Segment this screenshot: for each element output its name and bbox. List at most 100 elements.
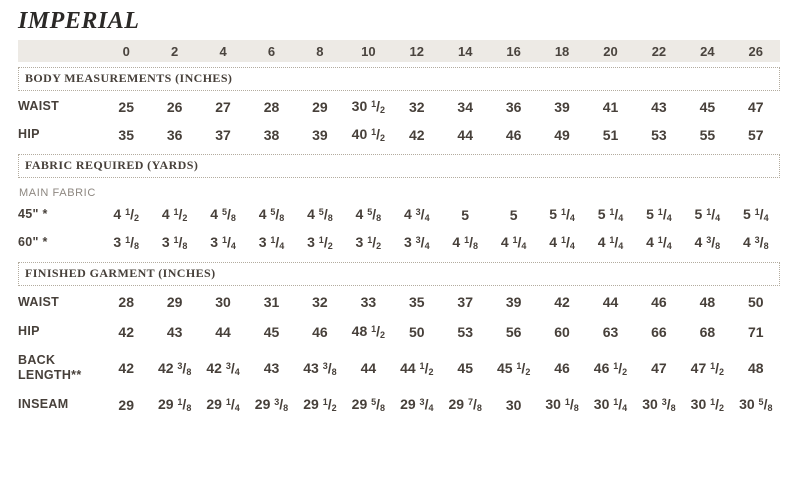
value-cell: 5 1/4 <box>742 206 769 224</box>
value-cell: 4 1/4 <box>500 234 527 252</box>
table-row: BACK LENGTH** 42 42 3/8 42 3/4 43 43 3/8 44 44 … <box>18 347 780 390</box>
value-cell: 29 1/2 <box>303 396 337 414</box>
value-cell: 34 <box>457 98 473 115</box>
value-cell: 42 3/4 <box>206 359 240 377</box>
value-cell: 28 <box>263 98 280 115</box>
value-cell: 35 <box>118 126 134 143</box>
value-cell: 30 <box>505 396 522 413</box>
size-column-label: 18 <box>554 43 570 59</box>
value-cell: 46 <box>505 126 522 143</box>
value-cell: 30 1/2 <box>690 396 725 414</box>
size-header-row: 0 2 4 6 8 10 12 14 16 18 20 22 24 26 <box>18 40 780 63</box>
value-cell: 30 1/4 <box>593 396 628 414</box>
value-cell: 68 <box>699 323 716 340</box>
value-cell: 4 1/4 <box>597 234 624 252</box>
value-cell: 63 <box>602 323 619 340</box>
value-cell: 33 <box>360 294 377 311</box>
value-cell: 44 <box>360 360 377 377</box>
value-cell: 30 5/8 <box>739 396 773 414</box>
value-cell: 43 <box>263 360 280 377</box>
value-cell: 3 1/4 <box>258 234 285 252</box>
value-cell: 30 1/8 <box>545 396 579 414</box>
table-section: BODY MEASUREMENTS (INCHES) WAIST 25 26 27 28 2… <box>18 67 780 149</box>
row-label: 45" * <box>18 207 48 222</box>
table-section: FABRIC REQUIRED (YARDS) MAIN FABRIC 45" * 4… <box>18 154 780 257</box>
value-cell: 30 1/2 <box>351 98 386 116</box>
size-column-label: 20 <box>603 43 618 59</box>
row-label: HIP <box>18 127 40 142</box>
value-cell: 4 5/8 <box>258 206 285 224</box>
size-column-label: 0 <box>122 43 130 59</box>
value-cell: 5 1/4 <box>694 206 721 224</box>
size-column-label: 12 <box>409 43 424 59</box>
value-cell: 51 <box>602 126 619 143</box>
value-cell: 50 <box>408 323 425 340</box>
value-cell: 36 <box>166 126 183 143</box>
value-cell: 4 5/8 <box>307 206 333 224</box>
size-column-label: 14 <box>457 43 473 59</box>
value-cell: 4 5/8 <box>210 206 236 224</box>
value-cell: 39 <box>505 294 522 311</box>
value-cell: 40 1/2 <box>351 126 386 144</box>
value-cell: 4 1/4 <box>549 234 575 252</box>
row-label: 60" * <box>18 235 48 250</box>
table-row: HIP 42 43 44 45 46 48 1/2 50 53 56 60 63 66 68 71 <box>18 317 780 347</box>
value-cell: 71 <box>747 323 764 340</box>
value-cell: 4 3/8 <box>742 234 769 252</box>
section-rows: 45" * 4 1/2 4 1/2 4 5/8 4 5/8 4 5/8 4 5/8 4 3/4… <box>18 201 780 257</box>
value-cell: 37 <box>215 126 231 143</box>
size-column-label: 24 <box>700 43 715 59</box>
table-section: FINISHED GARMENT (INCHES) WAIST 28 29 30 31 32… <box>18 262 780 420</box>
value-cell: 48 <box>747 360 764 377</box>
value-cell: 47 1/2 <box>690 359 725 377</box>
value-cell: 5 <box>461 206 470 223</box>
value-cell: 47 <box>651 360 667 377</box>
size-column-label: 8 <box>316 43 324 59</box>
value-cell: 3 3/4 <box>403 234 430 252</box>
table-row: 60" * 3 1/8 3 1/8 3 1/4 3 1/4 3 1/2 3 1/2 3 3/4… <box>18 229 780 257</box>
section-subheading: MAIN FABRIC <box>19 187 96 200</box>
size-column-label: 6 <box>267 43 276 59</box>
size-column-label: 10 <box>361 43 376 59</box>
value-cell: 45 <box>699 98 716 115</box>
row-label: BACK LENGTH** <box>18 353 82 383</box>
value-cell: 55 <box>699 126 716 143</box>
table-row: HIP 35 36 37 38 39 40 1/2 42 44 46 49 51 53 55 57 <box>18 121 780 149</box>
section-rows: WAIST 28 29 30 31 32 33 35 37 39 42 44 46 48 50 HIP 42 43… <box>18 288 780 420</box>
value-cell: 3 1/2 <box>307 234 333 252</box>
value-cell: 26 <box>166 98 183 115</box>
value-cell: 30 3/8 <box>642 396 676 414</box>
value-cell: 29 3/4 <box>400 396 434 414</box>
table-row: INSEAM 29 29 1/8 29 1/4 29 3/8 29 1/2 29 5/8 29… <box>18 390 780 420</box>
size-column-label: 4 <box>219 43 227 59</box>
value-cell: 43 <box>166 323 183 340</box>
value-cell: 42 <box>554 294 570 311</box>
section-rows: WAIST 25 26 27 28 29 30 1/2 32 34 36 39 41 43 45 47 HIP… <box>18 93 780 149</box>
value-cell: 29 <box>166 294 183 311</box>
value-cell: 53 <box>457 323 473 340</box>
value-cell: 47 <box>747 98 764 115</box>
value-cell: 29 <box>312 98 328 115</box>
table-row: WAIST 28 29 30 31 32 33 35 37 39 42 44 46 48 50 <box>18 288 780 317</box>
value-cell: 3 1/2 <box>355 234 382 252</box>
value-cell: 57 <box>747 126 764 143</box>
page-title: IMPERIAL <box>18 8 140 34</box>
value-cell: 4 3/4 <box>403 206 430 224</box>
value-cell: 42 <box>118 360 134 377</box>
value-cell: 3 1/4 <box>210 234 236 252</box>
value-cell: 37 <box>457 294 473 311</box>
table-row: 45" * 4 1/2 4 1/2 4 5/8 4 5/8 4 5/8 4 5/8 4 3/4… <box>18 201 780 229</box>
value-cell: 5 1/4 <box>597 206 624 224</box>
value-cell: 32 <box>312 294 328 311</box>
value-cell: 44 <box>602 294 619 311</box>
value-cell: 56 <box>505 323 522 340</box>
value-cell: 25 <box>118 98 134 115</box>
value-cell: 42 3/8 <box>157 359 192 377</box>
table-row: WAIST 25 26 27 28 29 30 1/2 32 34 36 39 41 43 45 47 <box>18 93 780 121</box>
value-cell: 46 1/2 <box>593 359 628 377</box>
value-cell: 48 <box>699 294 716 311</box>
value-cell: 50 <box>747 294 764 311</box>
value-cell: 60 <box>554 323 570 340</box>
section-heading: FINISHED GARMENT (INCHES) <box>18 262 780 287</box>
